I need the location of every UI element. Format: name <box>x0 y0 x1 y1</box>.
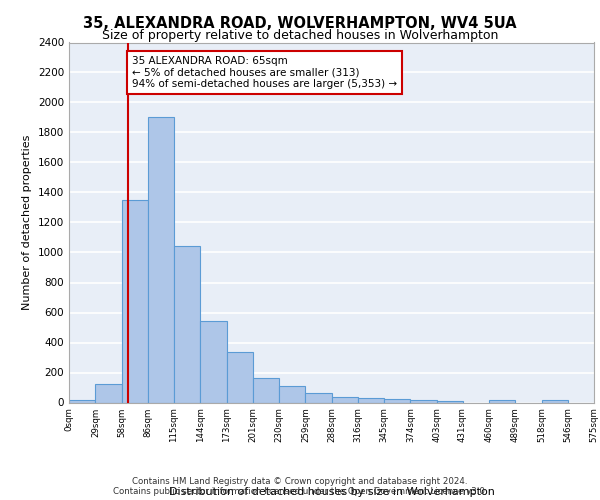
Bar <box>148 118 174 403</box>
X-axis label: Distribution of detached houses by size in Wolverhampton: Distribution of detached houses by size … <box>169 486 494 496</box>
Bar <box>279 386 305 402</box>
Bar <box>122 200 148 402</box>
Text: 35, ALEXANDRA ROAD, WOLVERHAMPTON, WV4 5UA: 35, ALEXANDRA ROAD, WOLVERHAMPTON, WV4 5… <box>83 16 517 31</box>
Bar <box>332 396 358 402</box>
Bar <box>358 398 384 402</box>
Bar <box>384 399 410 402</box>
Text: Contains HM Land Registry data © Crown copyright and database right 2024.
Contai: Contains HM Land Registry data © Crown c… <box>113 476 487 496</box>
Bar <box>542 400 568 402</box>
Text: Size of property relative to detached houses in Wolverhampton: Size of property relative to detached ho… <box>102 29 498 42</box>
Bar <box>410 400 437 402</box>
Bar <box>227 352 253 403</box>
Text: 35 ALEXANDRA ROAD: 65sqm
← 5% of detached houses are smaller (313)
94% of semi-d: 35 ALEXANDRA ROAD: 65sqm ← 5% of detache… <box>132 56 397 89</box>
Bar <box>437 401 463 402</box>
Y-axis label: Number of detached properties: Number of detached properties <box>22 135 32 310</box>
Bar <box>200 321 227 402</box>
Bar <box>95 384 122 402</box>
Bar <box>69 400 95 402</box>
Bar <box>489 400 515 402</box>
Bar <box>174 246 200 402</box>
Bar <box>305 393 332 402</box>
Bar <box>253 378 279 402</box>
